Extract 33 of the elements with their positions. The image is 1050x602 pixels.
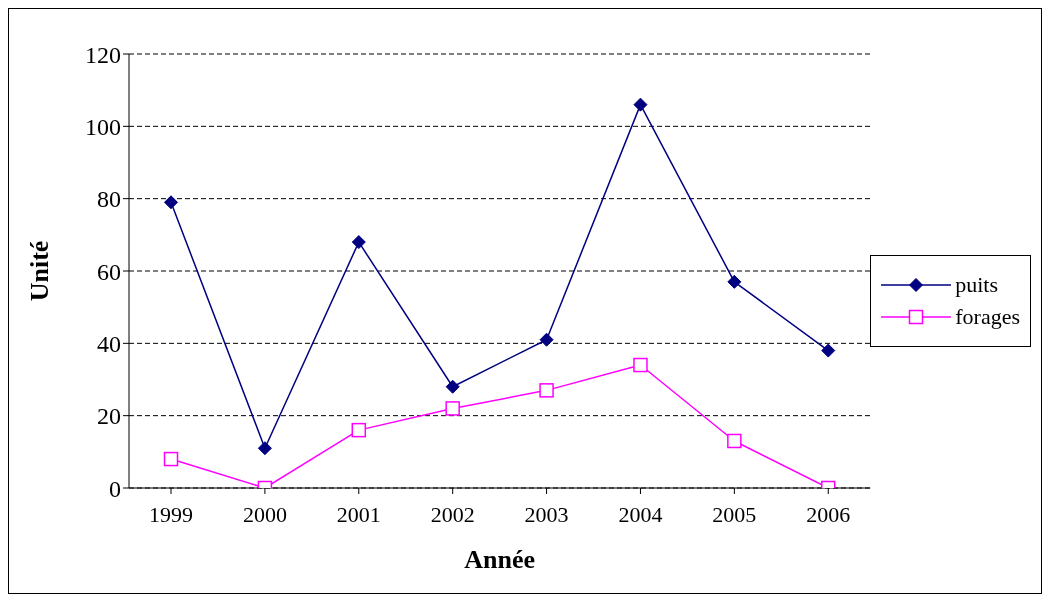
point [351,422,367,438]
x-tick-label: 2000 [242,501,287,527]
point [445,379,460,394]
x-tick-label: 2001 [336,501,381,527]
x-tick-label: 2003 [524,501,569,527]
y-tick-label: 40 [97,330,121,357]
x-tick-label: 2005 [712,501,757,527]
x-axis-title: Année [464,545,536,574]
point [633,357,648,373]
point [445,401,460,416]
point [821,343,836,358]
point [164,195,178,210]
y-tick-label: 0 [109,475,121,502]
y-tick-label: 20 [97,403,121,430]
y-tick-label: 100 [85,113,121,140]
point [539,383,554,398]
point [351,235,366,250]
point [257,441,272,456]
point [539,332,554,347]
x-tick-label: 1999 [149,501,193,527]
point [633,97,648,112]
y-tick-label: 80 [97,186,121,213]
x-tick-label: 2002 [430,501,475,527]
legend-label: forages [955,304,1020,330]
y-tick-label: 120 [85,41,121,68]
y-tick-label: 60 [97,258,121,285]
point [727,433,742,449]
legend-label: puits [955,272,999,298]
x-tick-label: 2006 [806,501,851,527]
point [163,451,179,467]
x-tick-label: 2004 [618,501,663,527]
y-axis-title: Unité [25,240,55,302]
point [727,274,742,289]
